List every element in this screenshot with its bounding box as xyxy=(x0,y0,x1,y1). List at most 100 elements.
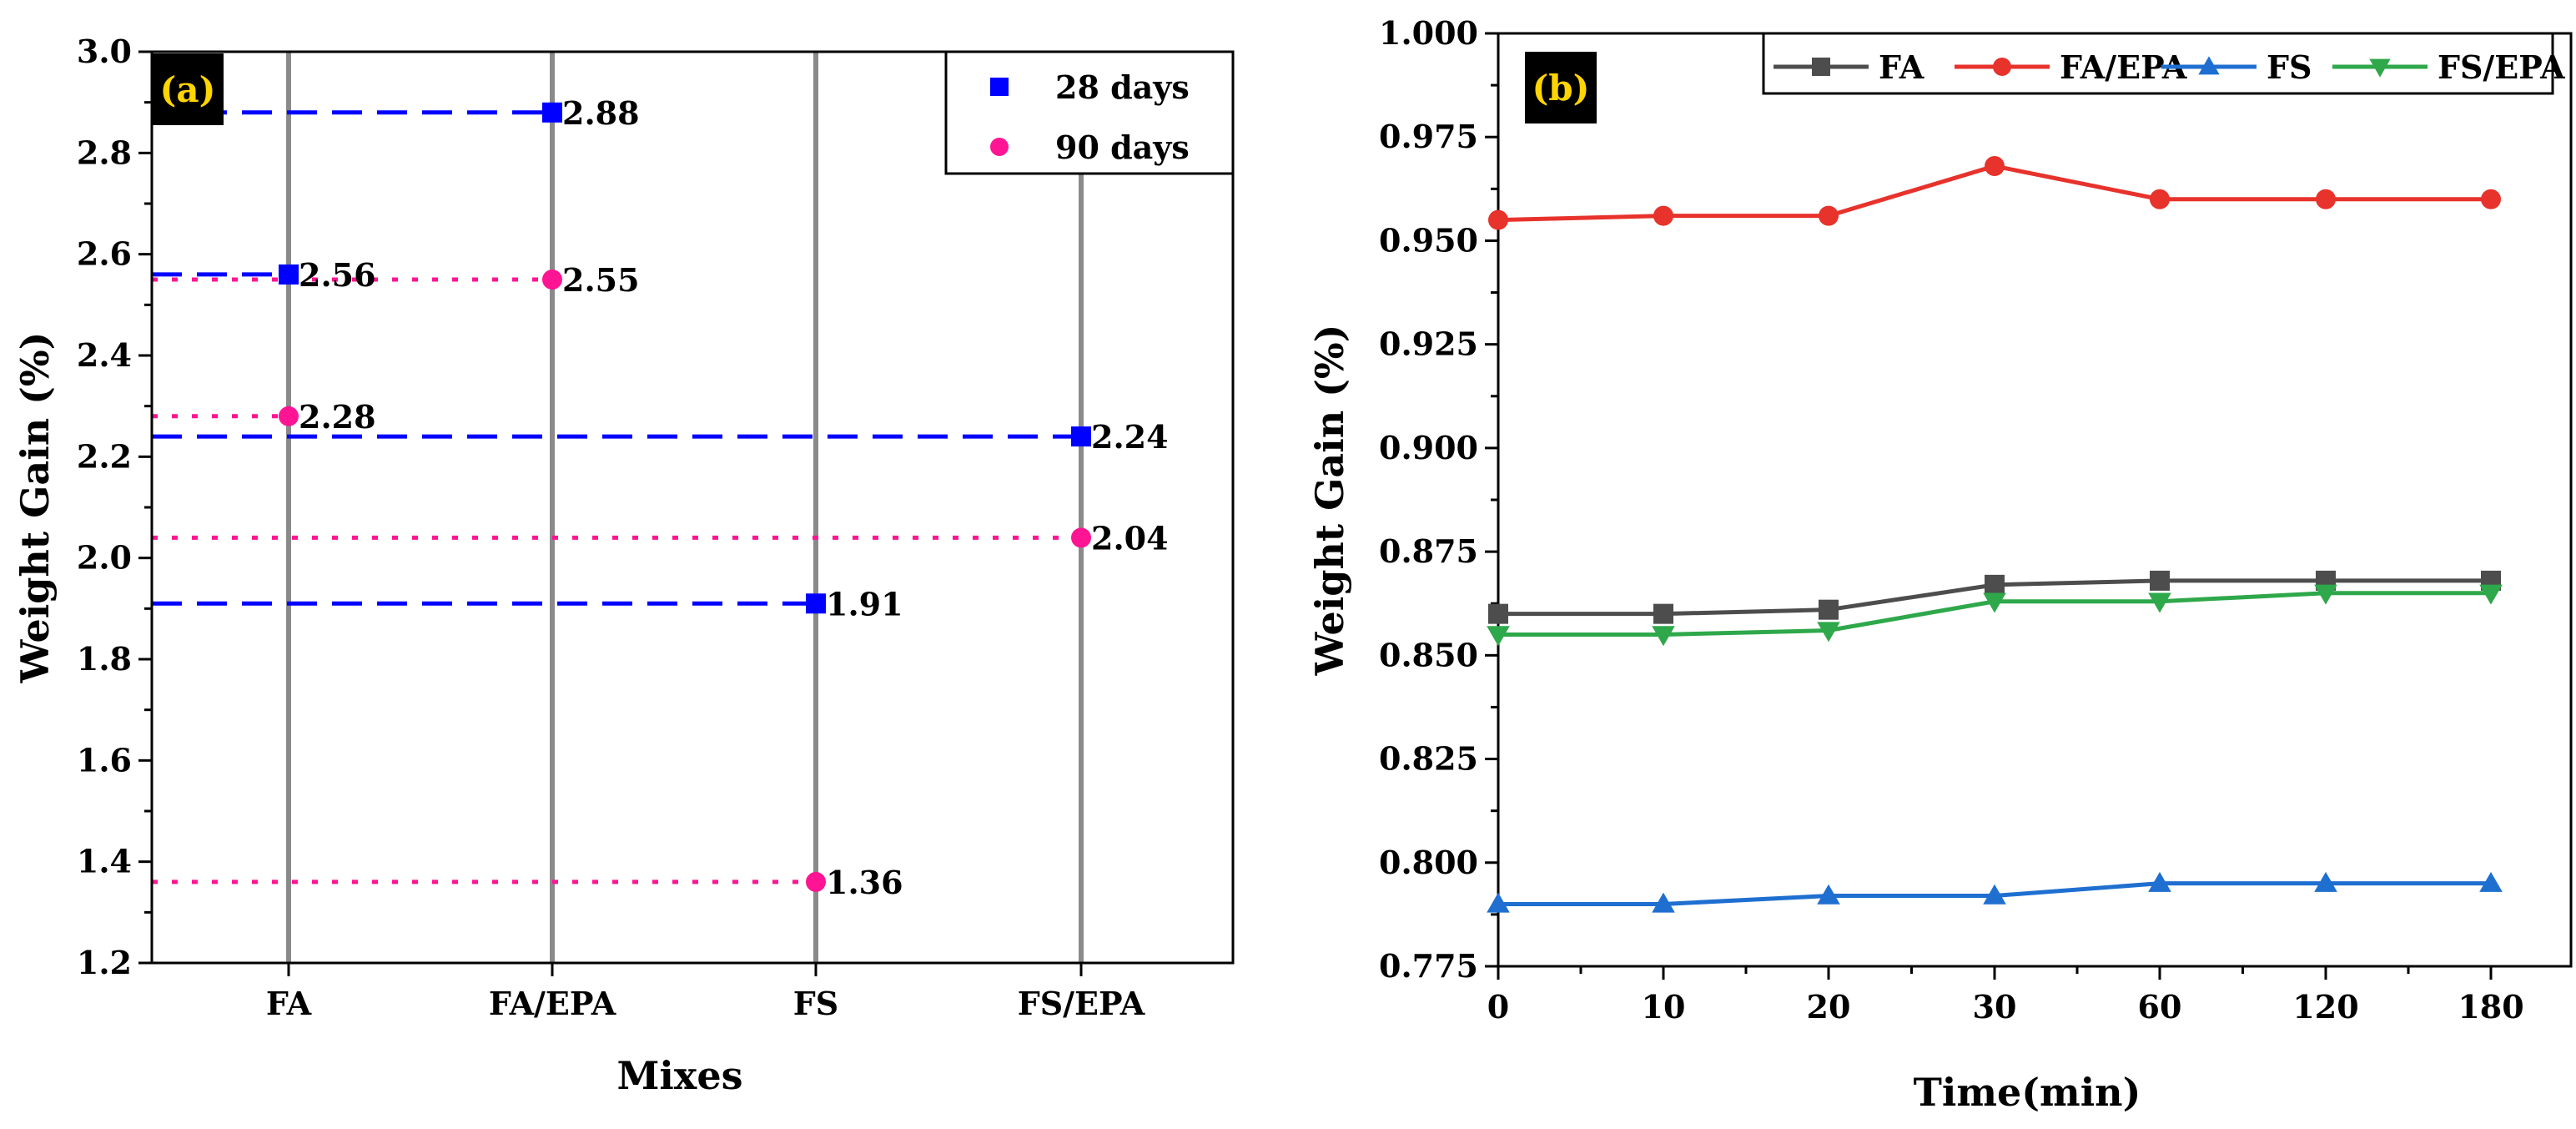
y-tick-label: 0.875 xyxy=(1379,532,1478,570)
data-label: 2.04 xyxy=(1091,519,1169,557)
legend: FA FA/EPA FS FS/EPA xyxy=(1762,32,2565,95)
data-point xyxy=(1487,892,1510,913)
x-tick-label: 120 xyxy=(2292,988,2358,1026)
data-label: 2.55 xyxy=(562,261,640,299)
legend: 28 days 90 days xyxy=(944,50,1235,175)
y-tick-label: 0.975 xyxy=(1379,118,1478,155)
y-tick-label: 1.4 xyxy=(77,843,132,880)
data-label: 2.56 xyxy=(299,256,376,294)
data-point xyxy=(279,264,299,285)
legend-marker xyxy=(2198,56,2220,75)
data-point xyxy=(1488,603,1508,624)
series-fs-epa xyxy=(1487,584,2503,647)
legend-label: FS xyxy=(2267,48,2312,86)
data-point xyxy=(2316,189,2336,209)
panel-tag-label: (b) xyxy=(1532,68,1589,108)
y-tick-label: 0.775 xyxy=(1379,947,1478,985)
y-tick-label: 0.800 xyxy=(1379,844,1478,881)
series-fs xyxy=(1487,871,2503,913)
legend-label: 90 days xyxy=(1055,129,1190,166)
y-tick-label: 2.8 xyxy=(77,134,132,171)
data-point xyxy=(1488,209,1508,230)
y-tick-label: 1.8 xyxy=(77,640,132,678)
data-point xyxy=(279,406,299,426)
y-tick-label: 2.6 xyxy=(77,235,132,273)
legend-label: FA xyxy=(1879,48,1924,86)
data-label: 2.24 xyxy=(1091,418,1169,456)
data-point xyxy=(542,102,562,123)
data-point xyxy=(1653,205,1673,226)
y-tick-label: 0.950 xyxy=(1379,221,1478,259)
data-point xyxy=(1983,592,2006,613)
data-label: 2.28 xyxy=(299,398,376,436)
y-tick-label: 1.6 xyxy=(77,741,132,779)
y-tick-label: 2.2 xyxy=(77,437,132,475)
data-point xyxy=(2479,871,2503,892)
data-point xyxy=(2150,570,2170,591)
y-tick-label: 1.000 xyxy=(1379,14,1478,52)
data-point xyxy=(542,270,562,290)
data-point xyxy=(2150,189,2170,209)
y-tick-label: 2.0 xyxy=(77,539,132,577)
x-tick-label: 180 xyxy=(2458,988,2523,1026)
legend-label: 28 days xyxy=(1055,68,1190,106)
x-tick-label: 0 xyxy=(1487,988,1509,1026)
legend-marker xyxy=(990,78,1009,96)
y-axis-title: Weight Gain (%) xyxy=(1307,325,1352,677)
data-point xyxy=(1652,626,1675,647)
y-tick-label: 0.850 xyxy=(1379,636,1478,673)
x-tick-label: FA/EPA xyxy=(489,985,616,1022)
y-axis-title: Weight Gain (%) xyxy=(13,332,58,684)
legend-box xyxy=(1762,32,2554,95)
data-point xyxy=(1819,599,1839,620)
data-point xyxy=(1652,892,1675,913)
data-point xyxy=(1983,884,2006,905)
legend-marker xyxy=(1993,58,2011,76)
x-tick-label: 20 xyxy=(1807,988,1851,1026)
x-tick-label: 10 xyxy=(1642,988,1686,1026)
y-tick-label: 0.900 xyxy=(1379,429,1478,466)
data-point xyxy=(2481,189,2501,209)
data-point xyxy=(2314,584,2337,605)
data-point xyxy=(1653,603,1673,624)
data-point xyxy=(806,593,826,614)
data-point xyxy=(806,871,826,892)
data-label: 1.91 xyxy=(826,585,903,622)
data-point xyxy=(1071,426,1091,447)
y-tick-label: 2.4 xyxy=(77,336,132,374)
series-fa xyxy=(1488,570,2501,624)
panel-b: 0.775 0.800 0.825 0.850 0.875 0.900 0.925 0.950… xyxy=(1307,14,2573,1115)
y-tick-label: 0.925 xyxy=(1379,325,1478,363)
data-point xyxy=(1487,626,1510,647)
panel-tag-box xyxy=(152,53,224,125)
legend-label: FS/EPA xyxy=(2438,48,2565,86)
data-point xyxy=(2314,871,2337,892)
x-tick-label: 60 xyxy=(2138,988,2182,1026)
data-point xyxy=(2479,584,2503,605)
series-fa-epa xyxy=(1488,156,2501,230)
plot-frame xyxy=(150,50,1235,965)
x-tick-label: FS/EPA xyxy=(1018,985,1145,1022)
data-point xyxy=(1985,156,2005,177)
legend-marker xyxy=(990,138,1009,156)
data-point xyxy=(1071,527,1091,548)
data-point xyxy=(1817,622,1840,643)
panel-tag-box xyxy=(1525,52,1597,123)
y-tick-label: 1.2 xyxy=(77,944,132,981)
x-tick-label: FS xyxy=(793,985,838,1022)
legend-marker xyxy=(2369,58,2391,78)
data-label: 2.88 xyxy=(562,94,640,132)
x-axis-title: Time(min) xyxy=(1914,1070,2141,1115)
data-point xyxy=(2148,871,2171,892)
data-point xyxy=(1985,574,2005,595)
y-tick-label: 3.0 xyxy=(77,33,132,70)
data-point xyxy=(1819,205,1839,226)
panel-a: 1.2 1.4 1.6 1.8 2.0 2.2 2.4 2.6 2.8 3.0 FA FA/EPA FS… xyxy=(13,33,1235,1098)
x-tick-label: 30 xyxy=(1973,988,2017,1026)
x-tick-label: FA xyxy=(266,985,312,1022)
legend-marker xyxy=(1812,58,1830,76)
x-axis-title: Mixes xyxy=(617,1053,743,1098)
y-tick-label: 0.825 xyxy=(1379,740,1478,778)
data-label: 1.36 xyxy=(826,864,903,901)
